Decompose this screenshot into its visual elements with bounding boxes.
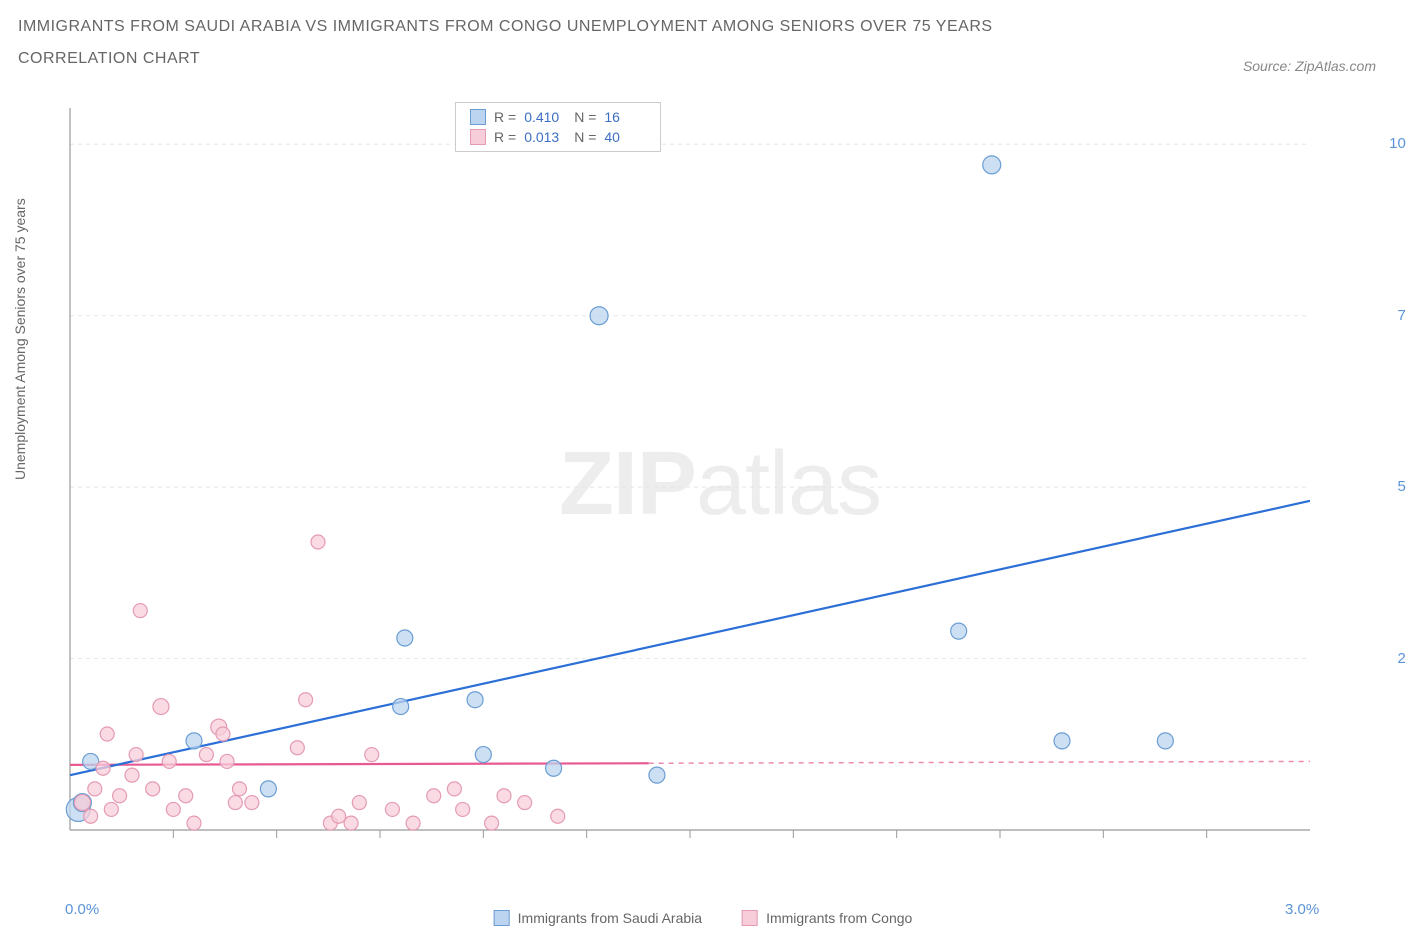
data-point [96,761,110,775]
data-point [186,733,202,749]
data-point [113,789,127,803]
data-point [179,789,193,803]
stat-legend-row: R =0.013N =40 [470,129,646,145]
y-tick-label: 25.0% [1397,650,1406,667]
data-point [199,748,213,762]
data-point [88,782,102,796]
data-point [447,782,461,796]
stat-legend: R =0.410N =16 R =0.013N =40 [455,102,661,152]
data-point [100,727,114,741]
chart-title-line1: IMMIGRANTS FROM SAUDI ARABIA VS IMMIGRAN… [18,18,1406,36]
data-point [84,809,98,823]
legend-label: Immigrants from Congo [766,910,912,926]
data-point [397,630,413,646]
data-point [162,754,176,768]
data-point [290,741,304,755]
data-point [551,809,565,823]
data-point [260,781,276,797]
legend-swatch [742,910,758,926]
x-tick-label: 0.0% [65,901,99,918]
data-point [983,156,1001,174]
data-point [153,699,169,715]
y-axis-label: Unemployment Among Seniors over 75 years [12,198,28,480]
data-point [649,767,665,783]
data-point [228,796,242,810]
data-point [1157,733,1173,749]
y-tick-label: 100.0% [1389,135,1406,152]
data-point [385,802,399,816]
data-point [365,748,379,762]
data-point [166,802,180,816]
data-point [133,604,147,618]
data-point [546,760,562,776]
data-point [220,754,234,768]
source-attribution: Source: ZipAtlas.com [1243,58,1376,74]
data-point [590,307,608,325]
data-point [299,693,313,707]
y-tick-label: 50.0% [1397,478,1406,495]
legend-item: Immigrants from Congo [742,910,912,926]
data-point [475,747,491,763]
data-point [74,795,90,811]
scatter-plot [60,100,1320,860]
bottom-legend: Immigrants from Saudi Arabia Immigrants f… [494,910,913,926]
stat-legend-row: R =0.410N =16 [470,109,646,125]
data-point [393,699,409,715]
data-point [406,816,420,830]
data-point [125,768,139,782]
data-point [518,796,532,810]
data-point [187,816,201,830]
data-point [497,789,511,803]
legend-label: Immigrants from Saudi Arabia [518,910,702,926]
data-point [467,692,483,708]
data-point [104,802,118,816]
data-point [456,802,470,816]
y-tick-label: 75.0% [1397,307,1406,324]
data-point [245,796,259,810]
data-point [311,535,325,549]
data-point [951,623,967,639]
data-point [332,809,346,823]
legend-swatch [470,109,486,125]
data-point [129,748,143,762]
data-point [216,727,230,741]
data-point [427,789,441,803]
legend-swatch [494,910,510,926]
data-point [146,782,160,796]
chart-title-line2: CORRELATION CHART [18,50,1406,68]
data-point [1054,733,1070,749]
chart-container: ZIPatlas R =0.410N =16R =0.013N =40 25.0… [60,100,1380,890]
legend-item: Immigrants from Saudi Arabia [494,910,702,926]
legend-swatch [470,129,486,145]
x-tick-label: 3.0% [1285,901,1319,918]
data-point [232,782,246,796]
data-point [485,816,499,830]
data-point [344,816,358,830]
data-point [352,796,366,810]
